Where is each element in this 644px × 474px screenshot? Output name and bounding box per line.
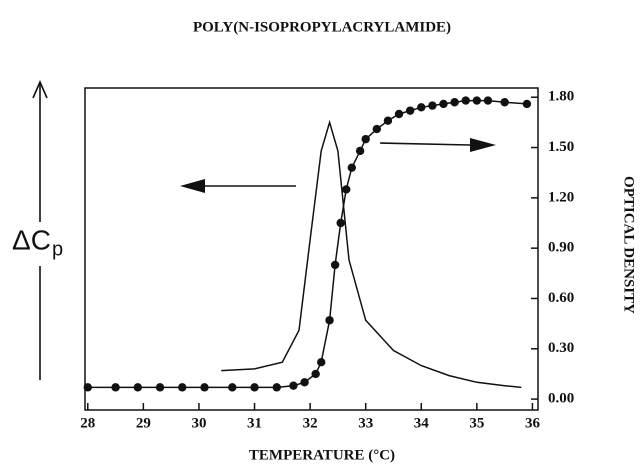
y2-tick-label: 1.20 xyxy=(548,189,574,205)
y2-tick-label: 0.90 xyxy=(548,240,574,256)
arrow-head xyxy=(180,179,205,193)
data-point xyxy=(405,106,415,115)
data-point xyxy=(355,146,365,156)
data-point xyxy=(361,134,370,144)
x-tick-label: 34 xyxy=(414,415,430,431)
data-point xyxy=(289,381,298,390)
data-point xyxy=(500,98,509,107)
annotation-arrows xyxy=(32,80,471,380)
y-axis-label: ΔC xyxy=(12,224,51,255)
data-point xyxy=(272,383,281,392)
data-point xyxy=(417,103,426,112)
y2-tick-label: 0.00 xyxy=(548,391,574,407)
data-point xyxy=(394,109,404,119)
chart-title: POLY(N-ISOPROPYLACRYLAMIDE) xyxy=(193,19,451,35)
data-point xyxy=(300,378,309,387)
data-point xyxy=(111,383,120,392)
data-point xyxy=(133,383,143,392)
y-axis-label-subscript: p xyxy=(52,238,63,260)
data-point xyxy=(250,383,259,392)
data-point xyxy=(178,383,187,392)
data-point xyxy=(336,218,345,228)
data-point xyxy=(522,99,532,109)
data-point xyxy=(472,96,482,105)
x-tick-label: 31 xyxy=(247,415,262,431)
data-point xyxy=(325,316,334,325)
x-tick-label: 29 xyxy=(136,415,151,431)
data-point xyxy=(439,99,448,109)
y2-axis-label: OPTICAL DENSITY xyxy=(621,176,637,314)
data-point xyxy=(483,96,493,105)
y2-tick-label: 1.50 xyxy=(548,139,574,155)
data-point xyxy=(311,369,320,379)
data-point xyxy=(383,116,393,125)
data-point xyxy=(428,101,437,110)
arrow-head xyxy=(470,138,496,152)
x-tick-label: 28 xyxy=(80,415,95,431)
x-tick-label: 30 xyxy=(191,415,206,431)
x-tick-label: 32 xyxy=(303,415,318,431)
y2-tick-label: 0.60 xyxy=(548,290,574,306)
y2-tick-label: 1.80 xyxy=(548,89,574,105)
x-tick-label: 35 xyxy=(469,415,484,431)
data-point xyxy=(155,383,165,392)
data-point xyxy=(317,358,326,367)
data-point xyxy=(330,260,340,270)
plot-frame xyxy=(84,87,539,411)
data-point xyxy=(461,96,470,105)
x-tick-label: 33 xyxy=(358,415,373,431)
y2-tick-label: 0.30 xyxy=(548,340,574,356)
data-point xyxy=(228,383,237,392)
data-point xyxy=(372,124,382,134)
data-point xyxy=(200,383,209,392)
data-point xyxy=(450,98,459,107)
x-tick-label: 36 xyxy=(525,415,541,431)
data-point xyxy=(342,185,351,194)
x-axis-label: TEMPERATURE (°C) xyxy=(249,447,395,463)
data-line xyxy=(221,119,522,389)
data-point xyxy=(83,383,92,392)
data-line xyxy=(87,99,527,389)
data-point xyxy=(347,163,356,172)
